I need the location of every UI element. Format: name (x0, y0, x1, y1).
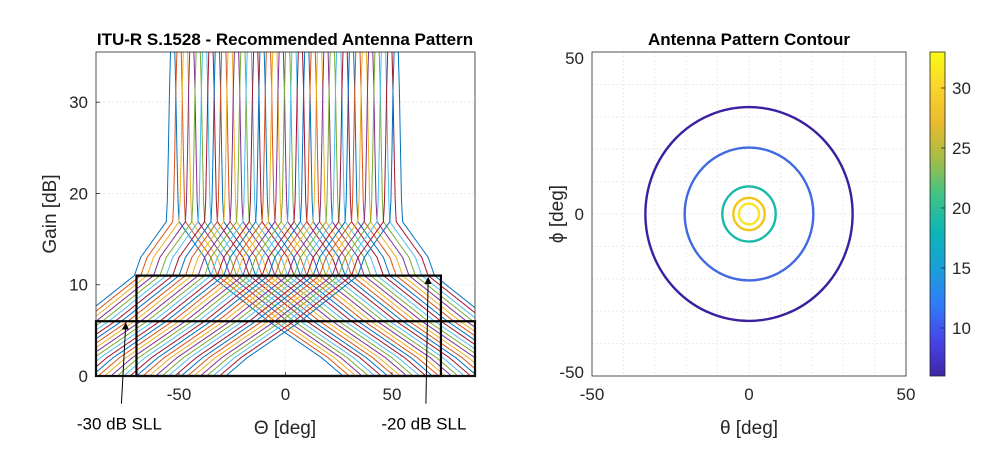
beam-pattern-line (96, 52, 475, 376)
beam-pattern-line (96, 52, 475, 376)
left-y-tick-label: 20 (69, 184, 88, 203)
right-tick-labels: -50 0 50 -50 0 50 (559, 49, 915, 404)
left-y-tick-label: 10 (69, 276, 88, 295)
right-y-axis-label: ϕ [deg] (547, 185, 568, 243)
colorbar-ticks: 10 15 20 25 30 (941, 79, 971, 338)
annotation-arrow (120, 322, 129, 404)
beam-pattern-line (96, 52, 475, 376)
beam-pattern-line (96, 52, 475, 376)
left-tick-labels: -50 0 50 0 10 20 30 (69, 93, 401, 404)
beam-pattern-line (96, 52, 475, 376)
contour-level-6 (644, 105, 854, 323)
colorbar-tick-label: 20 (952, 199, 971, 218)
left-y-axis-label: Gain [dB] (40, 174, 61, 253)
beam-pattern-line (96, 52, 475, 376)
contour-level-22 (721, 185, 777, 243)
beam-pattern-line (96, 52, 475, 376)
beam-pattern-line (96, 52, 475, 376)
left-y-tick-label: 30 (69, 93, 88, 112)
beam-pattern-line (96, 52, 475, 376)
colorbar-tick-label: 15 (952, 259, 971, 278)
beam-pattern-line (96, 52, 475, 376)
beam-pattern-line (96, 52, 475, 376)
right-x-tick-label: 0 (744, 385, 753, 404)
left-y-tick-label: 0 (79, 367, 88, 386)
colorbar-tick-label: 10 (952, 319, 971, 338)
beam-pattern-line (96, 52, 475, 376)
left-chart-title: ITU-R S.1528 - Recommended Antenna Patte… (97, 30, 473, 49)
beam-pattern-line (96, 52, 475, 376)
right-panel: Antenna Pattern Contour -50 0 50 -50 0 50 θ [… (547, 30, 915, 439)
colorbar: 10 15 20 25 30 (929, 51, 971, 377)
left-pattern-curves (96, 52, 475, 376)
beam-pattern-line (96, 52, 475, 376)
beam-pattern-line (96, 52, 475, 376)
left-panel: ITU-R S.1528 - Recommended Antenna Patte… (40, 30, 477, 439)
beam-pattern-line (96, 52, 475, 376)
annotation-arrow (424, 276, 432, 404)
right-grid (592, 52, 906, 376)
left-x-tick-label: -50 (167, 385, 192, 404)
beam-pattern-line (96, 52, 475, 376)
colorbar-gradient (929, 51, 946, 377)
beam-pattern-line (96, 52, 475, 376)
left-x-axis-label: Θ [deg] (254, 418, 316, 439)
beam-pattern-line (96, 52, 475, 376)
beam-pattern-line (96, 52, 475, 376)
colorbar-tick-label: 30 (952, 79, 971, 98)
beam-pattern-line (96, 52, 475, 376)
contour-level-33 (737, 202, 761, 226)
beam-pattern-line (96, 52, 475, 376)
colorbar-tick-label: 25 (952, 139, 971, 158)
contour-level-31 (732, 196, 766, 232)
left-x-tick-label: 0 (281, 385, 290, 404)
annotation-label: -20 dB SLL (381, 415, 466, 434)
annotation-label: -30 dB SLL (77, 415, 162, 434)
contour-level-11 (683, 146, 815, 282)
right-x-tick-label: -50 (580, 385, 605, 404)
left-annotations: -30 dB SLL -20 dB SLL (77, 276, 466, 434)
beam-pattern-line (96, 52, 475, 376)
beam-pattern-line (96, 52, 475, 376)
right-y-tick-label: -50 (559, 363, 584, 382)
beam-pattern-line (96, 52, 475, 376)
beam-pattern-line (96, 52, 475, 376)
beam-pattern-line (96, 52, 475, 376)
right-y-tick-label: 50 (565, 49, 584, 68)
right-x-tick-label: 50 (897, 385, 916, 404)
contour-lines (644, 105, 854, 323)
beam-pattern-line (96, 52, 475, 376)
beam-pattern-line (96, 52, 475, 376)
right-axes-frame (591, 51, 907, 377)
right-y-tick-label: 0 (575, 205, 584, 224)
beam-pattern-line (96, 52, 475, 376)
beam-pattern-line (96, 52, 475, 376)
left-x-tick-label: 50 (382, 385, 401, 404)
beam-pattern-line (96, 52, 475, 376)
beam-pattern-line (96, 52, 475, 376)
right-chart-title: Antenna Pattern Contour (648, 30, 850, 49)
right-x-axis-label: θ [deg] (720, 418, 778, 439)
beam-pattern-line (96, 52, 475, 376)
